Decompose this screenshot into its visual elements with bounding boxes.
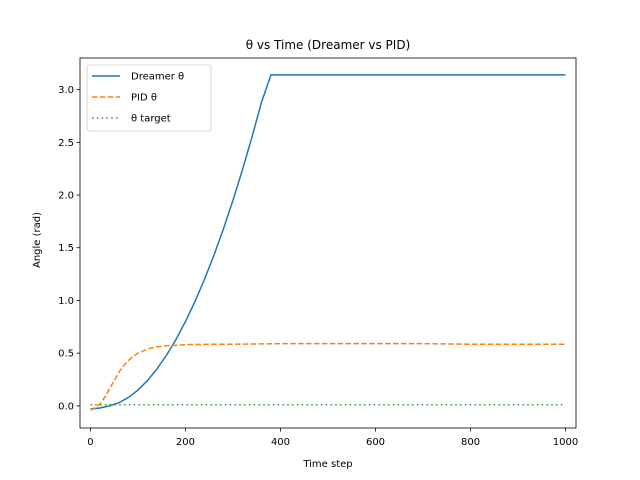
x-tick-label: 600 — [366, 437, 385, 448]
series-line-2 — [90, 342, 566, 411]
y-tick-label: 2.5 — [58, 138, 74, 149]
legend-label-3: θ target — [131, 114, 171, 125]
y-tick-label: 0.5 — [58, 349, 74, 360]
legend-box — [86, 64, 212, 132]
x-axis-title: Time step — [302, 459, 352, 470]
legend-label-1: Dreamer θ — [131, 72, 184, 83]
chart-title: θ vs Time (Dreamer vs PID) — [246, 38, 411, 52]
x-tick-label: 1000 — [553, 437, 578, 448]
x-tick-label: 0 — [87, 437, 93, 448]
axes-frame — [79, 57, 577, 429]
legend-label-2: PID θ — [131, 93, 157, 104]
x-tick-label: 400 — [271, 437, 290, 448]
y-axis-ticks: 0.0 0.5 1.0 1.5 2.0 2.5 3.0 — [58, 85, 80, 412]
y-tick-label: 1.5 — [58, 243, 74, 254]
series-line-1 — [90, 74, 566, 410]
y-tick-label: 0.0 — [58, 401, 74, 412]
x-tick-label: 200 — [176, 437, 195, 448]
series-lines — [90, 74, 566, 411]
legend: Dreamer θ PID θ θ target — [86, 64, 212, 132]
y-axis-title: Angle (rad) — [32, 212, 43, 268]
y-tick-label: 2.0 — [58, 191, 74, 202]
x-axis-ticks: 0 200 400 600 800 1000 — [87, 428, 578, 448]
y-tick-label: 3.0 — [58, 85, 74, 96]
x-tick-label: 800 — [461, 437, 480, 448]
y-tick-label: 1.0 — [58, 296, 74, 307]
